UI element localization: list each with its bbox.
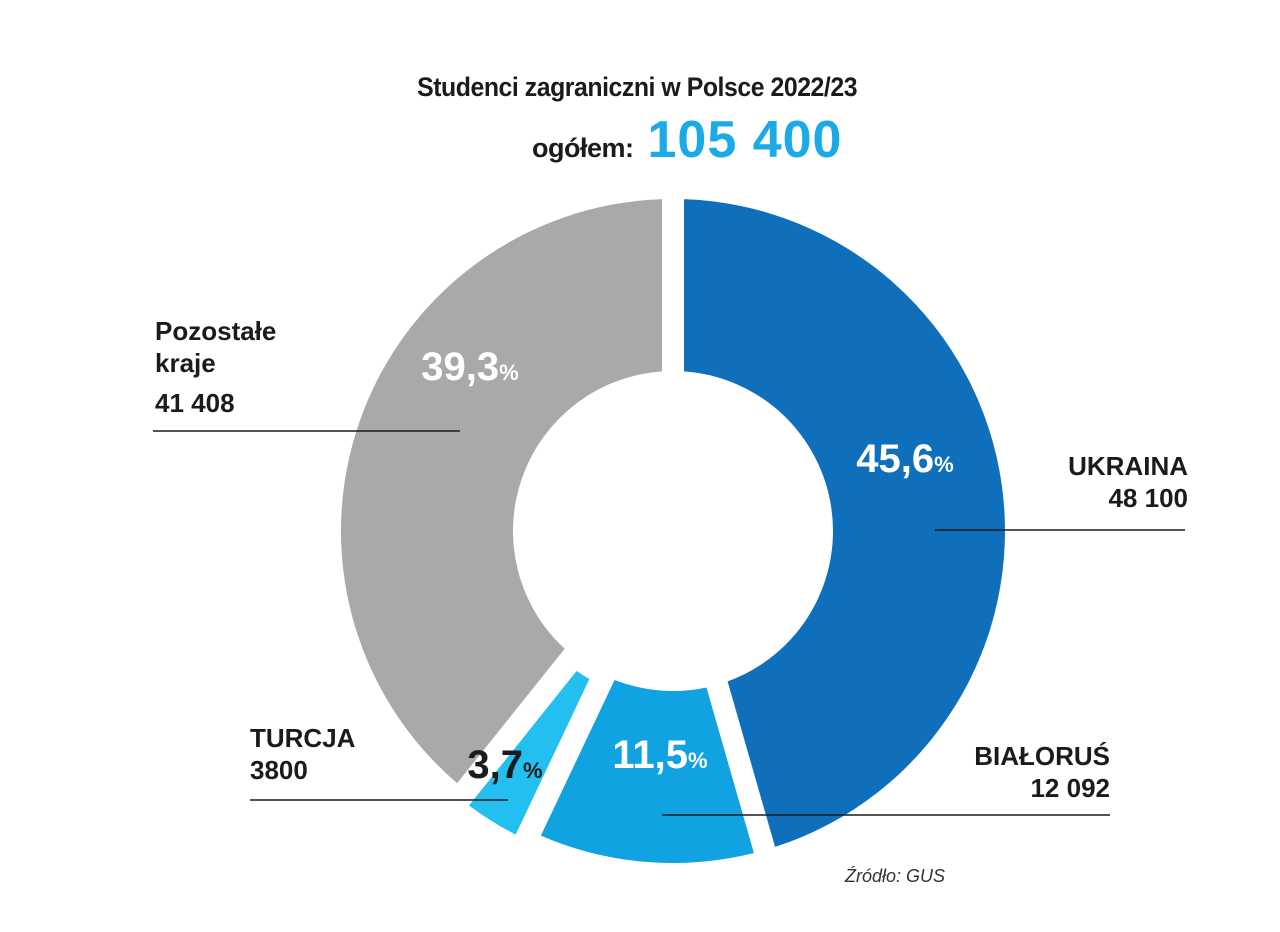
slice-białoruś <box>540 679 754 863</box>
label-turcja-name: TURCJA <box>250 723 356 753</box>
label-ukraina: UKRAINA 48 100 <box>1010 450 1188 514</box>
total-label: ogółem: <box>532 133 634 163</box>
label-pozostale-value: 41 408 <box>155 388 235 418</box>
label-ukraina-value: 48 100 <box>1108 483 1188 513</box>
source-note: Źródło: GUS <box>845 866 946 886</box>
label-bialorus: BIAŁORUŚ 12 092 <box>930 740 1110 804</box>
slice-pozostałe-kraje <box>341 199 663 784</box>
label-turcja-value: 3800 <box>250 755 308 785</box>
label-bialorus-name: BIAŁORUŚ <box>974 741 1110 771</box>
slice-turcja <box>468 670 590 835</box>
chart-title: Studenci zagraniczni w Polsce 2022/23 <box>417 72 858 102</box>
total-block: ogółem: 105 400 <box>532 110 842 170</box>
total-value: 105 400 <box>647 111 843 169</box>
label-bialorus-value: 12 092 <box>1030 773 1110 803</box>
label-pozostale-name-1: Pozostałe <box>155 316 277 346</box>
label-pozostale: Pozostałe kraje 41 408 <box>155 315 276 419</box>
slice-ukraina <box>683 199 1005 847</box>
label-ukraina-name: UKRAINA <box>1068 451 1188 481</box>
label-turcja: TURCJA 3800 <box>250 722 355 786</box>
label-pozostale-name-2: kraje <box>155 348 216 378</box>
